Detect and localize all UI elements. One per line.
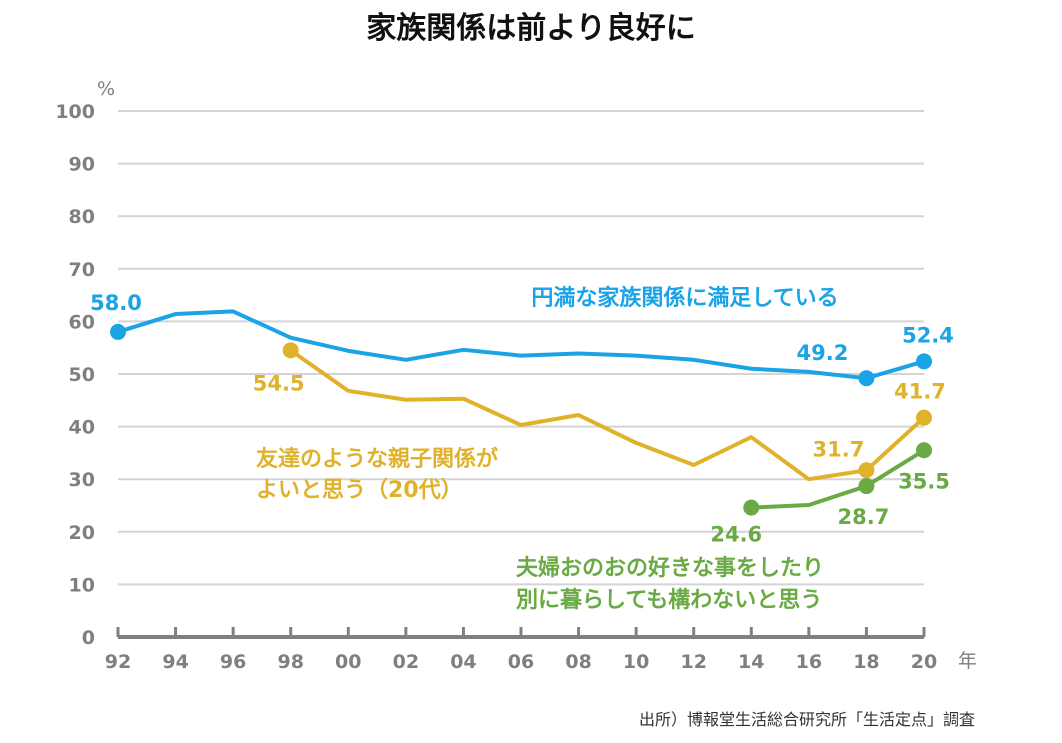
y-tick-label-40: 40: [69, 417, 95, 439]
series-label-satisfied: 円満な家族関係に満足している: [531, 285, 838, 311]
data-point-marker: [916, 353, 932, 370]
series-label-couple-line2: 別に暮らしても構わないと思う: [516, 587, 822, 613]
y-tick-label-10: 10: [69, 574, 95, 596]
series-label-friendlike-line1: 友達のような親子関係が: [256, 446, 498, 472]
x-tick-label-16: 16: [796, 651, 822, 673]
y-tick-label-80: 80: [69, 206, 95, 228]
x-tick-label-92: 92: [105, 651, 131, 673]
data-point-marker: [110, 323, 126, 340]
data-label: 24.6: [710, 523, 762, 547]
x-tick-label-04: 04: [450, 651, 476, 673]
x-tick-label-98: 98: [277, 651, 303, 673]
x-tick-label-00: 00: [335, 651, 361, 673]
data-point-marker: [282, 342, 299, 359]
x-tick-label-18: 18: [853, 651, 879, 673]
y-tick-label-20: 20: [69, 522, 95, 544]
x-tick-label-96: 96: [220, 651, 246, 673]
x-axis-unit: 年: [958, 650, 977, 672]
x-tick-label-12: 12: [680, 651, 706, 673]
x-tick-label-14: 14: [738, 651, 764, 673]
series-line-0: [117, 309, 925, 381]
data-point-marker: [743, 499, 760, 516]
data-point-marker: [858, 370, 875, 387]
series-line-1: [289, 348, 926, 482]
y-tick-label-0: 0: [82, 627, 95, 649]
data-point-marker: [858, 478, 875, 495]
data-label: 49.2: [797, 341, 849, 365]
series-markers: [110, 323, 932, 516]
data-label: 35.5: [898, 469, 950, 493]
y-tick-label-100: 100: [55, 101, 95, 123]
data-point-marker: [858, 462, 875, 479]
y-tick-label-30: 30: [69, 469, 95, 491]
data-label: 28.7: [838, 505, 890, 529]
x-axis: 92 94 96 98 00 02 04 06 08 10 12 14 16 18 20: [105, 627, 937, 673]
source-note: 出所）博報堂生活総合研究所「生活定点」調査: [639, 710, 975, 729]
y-axis-ticks: 0 10 20 30 40 50 60 70 80 90 100: [55, 101, 95, 649]
data-point-marker: [916, 409, 932, 426]
series-label-friendlike-line2: よいと思う（20代）: [256, 478, 463, 503]
y-tick-label-90: 90: [69, 154, 95, 176]
x-tick-label-10: 10: [623, 651, 649, 673]
chart-title: 家族関係は前より良好に: [366, 11, 695, 46]
series-line-2: [751, 448, 926, 510]
data-label: 41.7: [894, 380, 946, 404]
x-tick-label-06: 06: [508, 651, 534, 673]
data-label: 52.4: [902, 323, 954, 347]
x-tick-label-08: 08: [565, 651, 591, 673]
data-label: 54.5: [253, 371, 305, 395]
data-point-marker: [916, 442, 932, 459]
series-label-couple-line1: 夫婦おのおの好きな事をしたり: [516, 555, 824, 581]
y-tick-label-70: 70: [69, 259, 95, 281]
x-tick-label-02: 02: [393, 651, 419, 673]
y-tick-label-60: 60: [69, 311, 95, 333]
x-tick-label-94: 94: [162, 651, 188, 673]
y-axis-unit: %: [97, 78, 115, 100]
series-lines: [117, 309, 926, 510]
data-label: 31.7: [813, 437, 865, 461]
data-labels: 58.0 49.2 52.4 54.5 31.7 41.7 24.6 28.7 35.5: [90, 291, 954, 547]
y-tick-label-50: 50: [69, 364, 95, 386]
x-tick-label-20: 20: [911, 651, 937, 673]
data-label: 58.0: [90, 291, 142, 315]
